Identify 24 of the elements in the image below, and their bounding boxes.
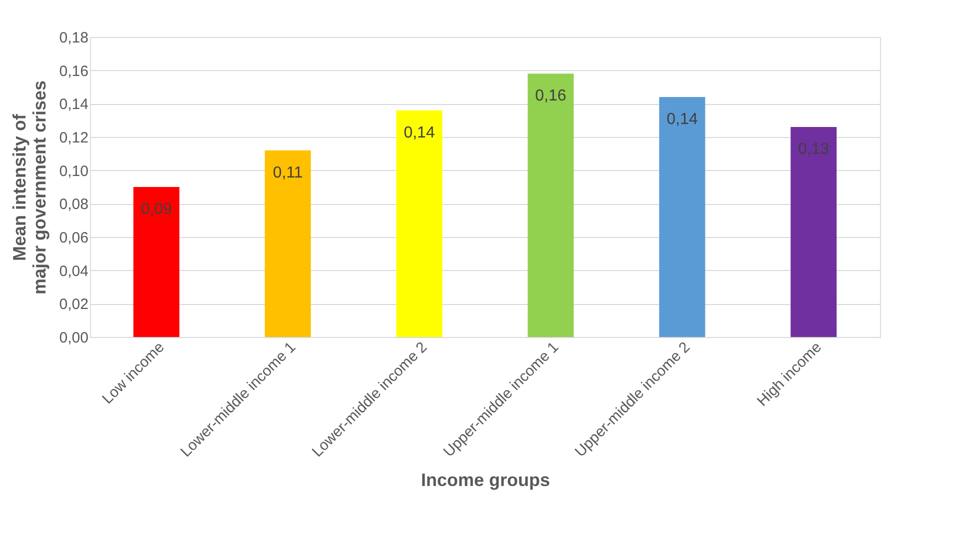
x-axis-title: Income groups xyxy=(420,470,550,490)
data-label: 0,09 xyxy=(140,201,172,218)
y-tick-label: 0,12 xyxy=(59,130,88,146)
y-tick-label: 0,18 xyxy=(59,30,88,46)
data-label: 0,16 xyxy=(535,88,566,105)
bar xyxy=(264,150,311,337)
data-label: 0,13 xyxy=(798,141,830,158)
bar xyxy=(528,74,574,337)
y-tick-label: 0,02 xyxy=(59,296,88,314)
data-label: 0,14 xyxy=(666,111,698,128)
y-tick-label: 0,08 xyxy=(59,196,88,214)
y-axis-title: Mean intensity of major government crises xyxy=(9,80,50,295)
y-tick-label: 0,10 xyxy=(59,162,88,180)
y-tick-label: 0,16 xyxy=(59,62,88,80)
y-tick-label: 0,00 xyxy=(59,330,88,346)
bar xyxy=(396,110,442,337)
data-label: 0,14 xyxy=(404,124,435,142)
bar xyxy=(790,127,837,337)
y-tick-label: 0,14 xyxy=(59,96,88,114)
data-label: 0,11 xyxy=(272,164,303,182)
y-tick-label: 0,04 xyxy=(59,262,88,280)
bar xyxy=(133,187,180,337)
y-tick-label: 0,06 xyxy=(59,230,88,246)
bar xyxy=(659,97,706,337)
